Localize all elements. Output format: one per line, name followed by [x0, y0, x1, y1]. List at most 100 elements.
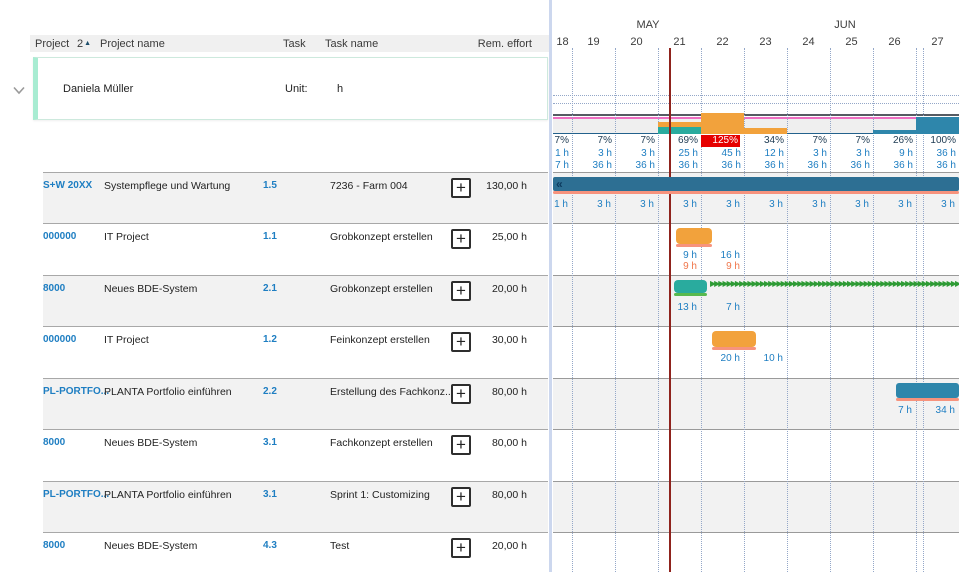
project-id-link[interactable]: S+W 20XX — [43, 180, 93, 191]
bar-hours-label: 13 h — [677, 302, 697, 313]
sort-priority: 2 — [77, 38, 84, 50]
gantt-row — [553, 481, 959, 532]
unit-value: h — [337, 83, 344, 95]
utilization-percent: 26% — [892, 135, 913, 146]
task-number: 1.5 — [263, 180, 277, 191]
week-number-label: 26 — [888, 36, 901, 48]
project-id-link[interactable]: 8000 — [43, 540, 66, 551]
load-hours: 3 h — [598, 148, 612, 159]
project-id-link[interactable]: 000000 — [43, 231, 77, 242]
load-hours: 36 h — [936, 148, 956, 159]
table-row[interactable]: 000000 IT Project 1.2 Feinkonzept erstellen… — [43, 326, 548, 378]
bar-hours-label: 3 h — [855, 199, 869, 210]
project-name: Neues BDE-System — [104, 437, 198, 449]
capacity-limit-line — [553, 114, 959, 116]
project-id-link[interactable]: 000000 — [43, 334, 77, 345]
bar-hours-label: 16 h — [720, 250, 740, 261]
task-name: 7236 - Farm 004 — [330, 180, 408, 192]
utilization-percent: 7% — [554, 135, 569, 146]
week-gridline — [873, 48, 874, 572]
expand-assignment-button[interactable]: + — [451, 538, 471, 558]
table-row[interactable]: 000000 IT Project 1.1 Grobkonzept erstellen… — [43, 223, 548, 275]
load-hours: 3 h — [813, 148, 827, 159]
task-bar-orange[interactable] — [712, 331, 756, 347]
load-hours: 25 h — [678, 148, 698, 159]
table-row[interactable]: 8000 Neues BDE-System 4.3 Test +20,00 h — [43, 532, 548, 572]
capacity-hours: 36 h — [893, 160, 913, 171]
month-label: MAY — [636, 19, 660, 31]
capacity-hours: 36 h — [764, 160, 784, 171]
load-hours: 12 h — [764, 148, 784, 159]
expand-assignment-button[interactable]: + — [451, 229, 471, 249]
project-id-link[interactable]: PL-PORTFO... — [43, 386, 110, 397]
task-number: 2.1 — [263, 283, 277, 294]
column-header-task-name[interactable]: Task name — [325, 38, 379, 50]
column-header-project-name[interactable]: Project name — [100, 38, 165, 50]
week-number-label: 18 — [556, 36, 569, 48]
week-gridline — [830, 48, 831, 572]
utilization-percent: 69% — [677, 135, 698, 146]
histogram-bar-orange — [744, 128, 787, 134]
column-header-task[interactable]: Task — [283, 38, 306, 50]
task-number: 1.1 — [263, 231, 277, 242]
panel-splitter[interactable] — [549, 0, 552, 572]
gantt-row — [553, 326, 959, 378]
expand-assignment-button[interactable]: + — [451, 384, 471, 404]
project-id-link[interactable]: PL-PORTFO... — [43, 489, 110, 500]
gantt-row — [553, 429, 959, 481]
expand-assignment-button[interactable]: + — [451, 178, 471, 198]
week-gridline — [744, 48, 745, 572]
utilization-percent: 34% — [763, 135, 784, 146]
capacity-hours: 36 h — [850, 160, 870, 171]
gantt-row — [553, 275, 959, 326]
capacity-hours: 7 h — [555, 160, 569, 171]
task-bar-blue_dark[interactable] — [553, 177, 959, 191]
histogram-bar-navy — [553, 132, 572, 134]
expand-assignment-button[interactable]: + — [451, 487, 471, 507]
bar-hours-label: 7 h — [726, 302, 740, 313]
unit-label: Unit: — [285, 83, 308, 95]
remaining-effort: 80,00 h — [491, 489, 527, 501]
bar-hours-label: 3 h — [769, 199, 783, 210]
load-hours: 1 h — [555, 148, 569, 159]
table-header: Project 2▲ Project name Task Task name R… — [30, 35, 549, 52]
table-row[interactable]: 8000 Neues BDE-System 3.1 Fachkonzept erste… — [43, 429, 548, 481]
table-row[interactable]: S+W 20XX Systempflege und Wartung 1.5 7236 … — [43, 172, 548, 223]
column-header-rem-effort[interactable]: Rem. effort — [477, 38, 532, 50]
task-bar-blue[interactable] — [896, 383, 959, 398]
load-hours: 3 h — [641, 148, 655, 159]
task-bar-teal[interactable] — [674, 280, 707, 293]
task-bar-orange[interactable] — [676, 228, 712, 244]
remaining-effort: 20,00 h — [491, 540, 527, 552]
chevron-down-icon[interactable] — [12, 86, 26, 95]
task-name: Feinkonzept erstellen — [330, 334, 430, 346]
week-gridline — [787, 48, 788, 572]
resource-card[interactable]: Daniela Müller Unit: h — [33, 57, 548, 120]
sort-indicator[interactable]: 2▲ — [77, 38, 91, 50]
load-hours: 45 h — [721, 148, 741, 159]
histogram-bar-navy — [787, 132, 830, 134]
table-row[interactable]: PL-PORTFO... PLANTA Portfolio einführen 2.… — [43, 378, 548, 429]
table-row[interactable]: 8000 Neues BDE-System 2.1 Grobkonzept erste… — [43, 275, 548, 326]
bar-hours-label: 9 h — [683, 250, 697, 261]
bar-hours-label: 9 h — [683, 261, 697, 272]
expand-assignment-button[interactable]: + — [451, 332, 471, 352]
task-number: 4.3 — [263, 540, 277, 551]
task-number: 3.1 — [263, 489, 277, 500]
expand-assignment-button[interactable]: + — [451, 281, 471, 301]
bar-hours-label: 9 h — [726, 261, 740, 272]
expand-assignment-button[interactable]: + — [451, 435, 471, 455]
column-header-project[interactable]: Project — [35, 38, 70, 50]
bar-hours-label: 3 h — [726, 199, 740, 210]
week-number-label: 19 — [587, 36, 600, 48]
table-row[interactable]: PL-PORTFO... PLANTA Portfolio einführen 3.… — [43, 481, 548, 532]
bar-underline — [896, 398, 959, 401]
task-number: 2.2 — [263, 386, 277, 397]
bar-hours-label: 20 h — [720, 353, 740, 364]
project-id-link[interactable]: 8000 — [43, 283, 66, 294]
project-id-link[interactable]: 8000 — [43, 437, 66, 448]
task-name: Test — [330, 540, 350, 552]
resource-name: Daniela Müller — [63, 83, 134, 95]
